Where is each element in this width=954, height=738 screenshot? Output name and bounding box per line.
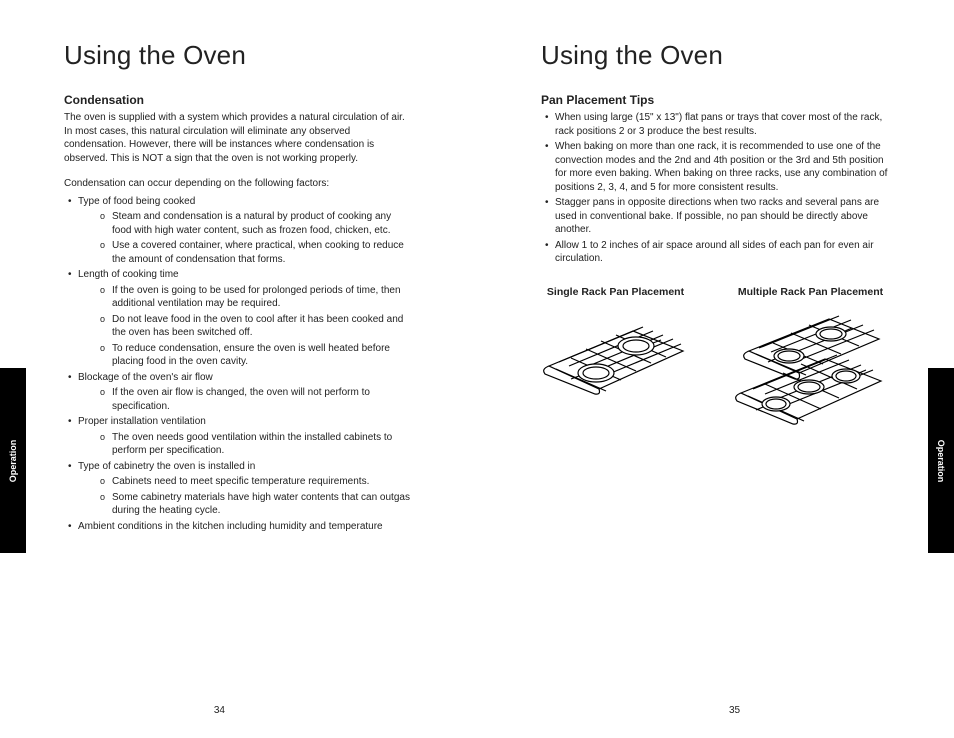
condensation-lead: Condensation can occur depending on the … xyxy=(64,177,413,191)
sub-list: Cabinets need to meet specific temperatu… xyxy=(78,475,413,518)
page-right: Operation Using the Oven Pan Placement T… xyxy=(477,0,954,738)
page-spread: Operation Using the Oven Condensation Th… xyxy=(0,0,954,738)
rack-diagram-section: Single Rack Pan Placement xyxy=(541,286,890,432)
bullet-text: Length of cooking time xyxy=(78,269,179,280)
bullet-item: Proper installation ventilation The oven… xyxy=(64,415,413,458)
bullet-item: When baking on more than one rack, it is… xyxy=(541,140,890,194)
bullet-item: Stagger pans in opposite directions when… xyxy=(541,196,890,237)
bullet-text: Type of food being cooked xyxy=(78,196,195,207)
bullet-item: Type of food being cooked Steam and cond… xyxy=(64,195,413,267)
multiple-rack-label: Multiple Rack Pan Placement xyxy=(731,286,891,300)
condensation-bullet-list: Type of food being cooked Steam and cond… xyxy=(64,195,413,534)
bullet-item: Type of cabinetry the oven is installed … xyxy=(64,460,413,518)
sub-list: Steam and condensation is a natural by p… xyxy=(78,210,413,266)
bullet-text: Proper installation ventilation xyxy=(78,416,206,427)
sub-list: The oven needs good ventilation within t… xyxy=(78,431,413,458)
sub-list: If the oven air flow is changed, the ove… xyxy=(78,386,413,413)
multiple-rack-icon xyxy=(731,311,891,431)
section-heading-condensation: Condensation xyxy=(64,93,413,107)
section-heading-pan-placement: Pan Placement Tips xyxy=(541,93,890,107)
side-tab-left: Operation xyxy=(0,368,26,553)
bullet-text: Type of cabinetry the oven is installed … xyxy=(78,461,255,472)
pan-bullet-list: When using large (15" x 13") flat pans o… xyxy=(541,111,890,266)
single-rack-block: Single Rack Pan Placement xyxy=(541,286,691,432)
bullet-item: When using large (15" x 13") flat pans o… xyxy=(541,111,890,138)
page-title: Using the Oven xyxy=(541,40,890,71)
sub-item: Steam and condensation is a natural by p… xyxy=(78,210,413,237)
multiple-rack-block: Multiple Rack Pan Placement xyxy=(731,286,891,432)
sub-item: Use a covered container, where practical… xyxy=(78,239,413,266)
sub-item: The oven needs good ventilation within t… xyxy=(78,431,413,458)
sub-list: If the oven is going to be used for prol… xyxy=(78,284,413,369)
sub-item: Cabinets need to meet specific temperatu… xyxy=(78,475,413,489)
bullet-item: Blockage of the oven's air flow If the o… xyxy=(64,371,413,414)
page-title: Using the Oven xyxy=(64,40,413,71)
side-tab-right-label: Operation xyxy=(936,439,946,482)
bullet-text: Ambient conditions in the kitchen includ… xyxy=(78,521,383,532)
sub-item: If the oven air flow is changed, the ove… xyxy=(78,386,413,413)
bullet-item: Allow 1 to 2 inches of air space around … xyxy=(541,239,890,266)
bullet-item: Ambient conditions in the kitchen includ… xyxy=(64,520,413,534)
bullet-item: Length of cooking time If the oven is go… xyxy=(64,268,413,369)
page-number: 34 xyxy=(214,705,225,716)
sub-item: If the oven is going to be used for prol… xyxy=(78,284,413,311)
condensation-intro: The oven is supplied with a system which… xyxy=(64,111,413,165)
sub-item: To reduce condensation, ensure the oven … xyxy=(78,342,413,369)
single-rack-label: Single Rack Pan Placement xyxy=(541,286,691,300)
side-tab-right: Operation xyxy=(928,368,954,553)
sub-item: Do not leave food in the oven to cool af… xyxy=(78,313,413,340)
single-rack-icon xyxy=(541,311,691,401)
bullet-text: Blockage of the oven's air flow xyxy=(78,372,213,383)
sub-item: Some cabinetry materials have high water… xyxy=(78,491,413,518)
page-left: Operation Using the Oven Condensation Th… xyxy=(0,0,477,738)
side-tab-left-label: Operation xyxy=(8,439,18,482)
page-number: 35 xyxy=(729,705,740,716)
